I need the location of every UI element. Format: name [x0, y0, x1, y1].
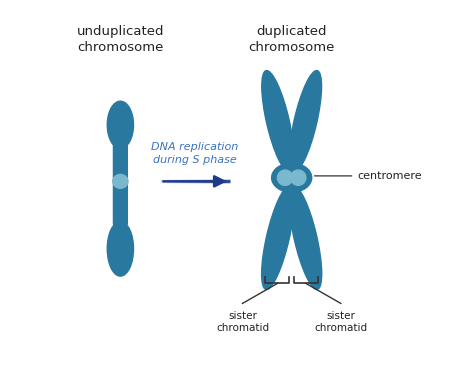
Text: centromere: centromere	[314, 171, 422, 181]
Ellipse shape	[262, 71, 294, 172]
Ellipse shape	[289, 186, 322, 289]
Ellipse shape	[107, 221, 134, 276]
Ellipse shape	[272, 163, 312, 192]
Text: duplicated
chromosome: duplicated chromosome	[248, 25, 335, 54]
Text: unduplicated
chromosome: unduplicated chromosome	[77, 25, 164, 54]
Text: DNA replication
during S phase: DNA replication during S phase	[152, 142, 239, 165]
FancyBboxPatch shape	[113, 137, 128, 225]
Ellipse shape	[113, 174, 128, 188]
Ellipse shape	[262, 186, 294, 289]
Text: sister
chromatid: sister chromatid	[216, 311, 269, 333]
Ellipse shape	[277, 170, 293, 185]
Text: sister
chromatid: sister chromatid	[314, 311, 367, 333]
Ellipse shape	[107, 101, 134, 149]
Ellipse shape	[290, 71, 321, 172]
Ellipse shape	[291, 170, 306, 185]
